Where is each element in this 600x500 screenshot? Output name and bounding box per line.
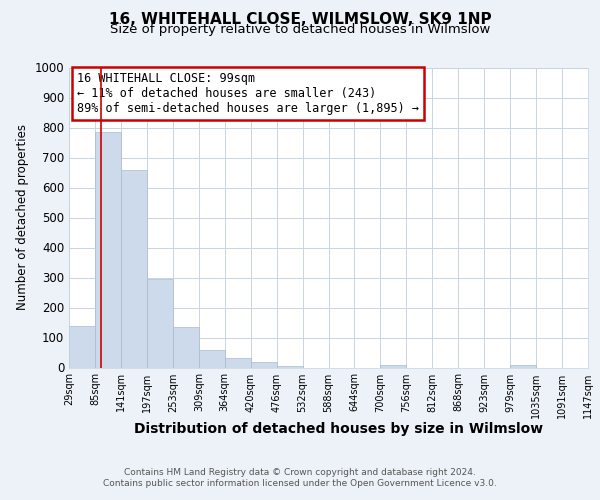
- Bar: [199, 350, 224, 368]
- Bar: [224, 358, 251, 368]
- Bar: [173, 327, 199, 368]
- Y-axis label: Number of detached properties: Number of detached properties: [16, 124, 29, 310]
- Bar: [69, 326, 95, 368]
- Bar: [147, 279, 173, 368]
- Bar: [95, 132, 121, 368]
- Text: Size of property relative to detached houses in Wilmslow: Size of property relative to detached ho…: [110, 22, 490, 36]
- Bar: [380, 364, 406, 368]
- Text: 16, WHITEHALL CLOSE, WILMSLOW, SK9 1NP: 16, WHITEHALL CLOSE, WILMSLOW, SK9 1NP: [109, 12, 491, 28]
- Bar: [510, 366, 536, 368]
- Bar: [277, 366, 302, 368]
- Text: 16 WHITEHALL CLOSE: 99sqm
← 11% of detached houses are smaller (243)
89% of semi: 16 WHITEHALL CLOSE: 99sqm ← 11% of detac…: [77, 72, 419, 115]
- Text: Contains HM Land Registry data © Crown copyright and database right 2024.
Contai: Contains HM Land Registry data © Crown c…: [103, 468, 497, 487]
- Bar: [251, 362, 277, 368]
- Bar: [121, 170, 147, 368]
- Text: Distribution of detached houses by size in Wilmslow: Distribution of detached houses by size …: [134, 422, 544, 436]
